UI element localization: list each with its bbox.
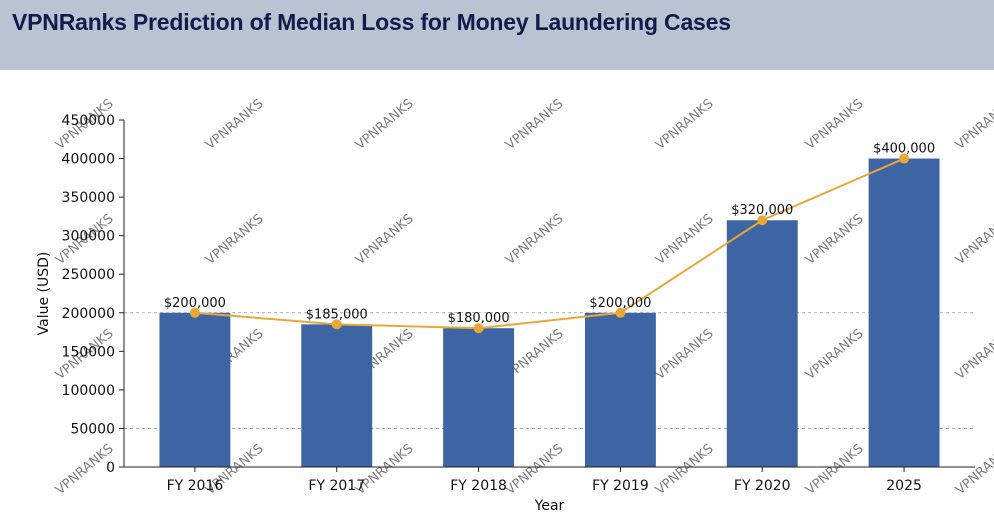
x-axis-label: Year [534, 498, 565, 514]
watermark-text: VPNRANKS [803, 211, 867, 268]
data-label: $185,000 [306, 307, 368, 322]
watermark-text: VPNRANKS [953, 441, 994, 498]
watermark-text: VPNRANKS [203, 211, 267, 268]
watermark-text: VPNRANKS [353, 96, 417, 153]
x-tick-label: FY 2017 [308, 478, 365, 494]
y-tick-label: 400000 [62, 152, 115, 168]
bar [726, 220, 798, 467]
data-label: $200,000 [589, 296, 651, 311]
axes [123, 120, 975, 468]
y-tick-label: 200000 [62, 306, 115, 322]
bar [584, 312, 656, 467]
line-point [757, 215, 768, 226]
watermark-text: VPNRANKS [653, 96, 717, 153]
bar-series [159, 158, 940, 468]
x-tick-label: FY 2019 [592, 478, 649, 494]
watermark-text: VPNRANKS [353, 211, 417, 268]
watermark-text: VPNRANKS [953, 96, 994, 153]
x-tick-label: FY 2018 [450, 478, 507, 494]
y-tick-label: 350000 [62, 190, 115, 206]
y-ticks: 0 50000 100000 150000 200000 250000 300000 3500… [62, 113, 124, 476]
bar [868, 158, 940, 468]
y-tick-label: 450000 [62, 113, 115, 129]
data-label: $180,000 [448, 311, 510, 326]
y-tick-label: 250000 [62, 267, 115, 283]
watermark-text: VPNRANKS [953, 211, 994, 268]
x-tick-label: 2025 [886, 478, 922, 494]
watermark-text: VPNRANKS [503, 211, 567, 268]
y-tick-label: 150000 [62, 344, 115, 360]
line-point [189, 307, 200, 318]
watermark-text: VPNRANKS [203, 96, 267, 153]
x-tick-label: FY 2016 [167, 478, 224, 494]
watermark-text: VPNRANKS [653, 211, 717, 268]
y-axis-label: Value (USD) [36, 252, 52, 336]
x-ticks: FY 2016 FY 2017 FY 2018 FY 2019 FY 2020 2025 [167, 467, 922, 494]
watermark-text: VPNRANKS [803, 96, 867, 153]
y-tick-label: 50000 [70, 421, 115, 437]
line-point [899, 153, 910, 164]
y-tick-label: 100000 [62, 383, 115, 399]
bar [301, 324, 373, 467]
watermark-text: VPNRANKS [653, 441, 717, 498]
trend-line [194, 157, 905, 330]
watermark-text: VPNRANKS [503, 96, 567, 153]
x-tick-label: FY 2020 [734, 478, 791, 494]
line-point [331, 319, 342, 330]
page-title: VPNRanks Prediction of Median Loss for M… [12, 9, 731, 35]
line-point [473, 323, 484, 334]
header-banner: VPNRanks Prediction of Median Loss for M… [0, 0, 994, 70]
bar [159, 312, 231, 467]
data-labels: $200,000 $185,000 $180,000 $200,000 $320,000… [164, 142, 935, 327]
bar [443, 328, 515, 467]
line-series [189, 153, 910, 334]
data-label: $320,000 [731, 203, 793, 218]
data-label: $200,000 [164, 296, 226, 311]
watermark-text: VPNRANKS [953, 326, 994, 383]
data-label: $400,000 [873, 142, 935, 157]
y-tick-label: 300000 [62, 229, 115, 245]
y-tick-label: 0 [106, 460, 115, 476]
watermark-text: VPNRANKS [803, 441, 867, 498]
watermark-text: VPNRANKS [803, 326, 867, 383]
line-point [615, 307, 626, 318]
watermark-text: VPNRANKS [653, 326, 717, 383]
grid-lines [124, 312, 975, 429]
